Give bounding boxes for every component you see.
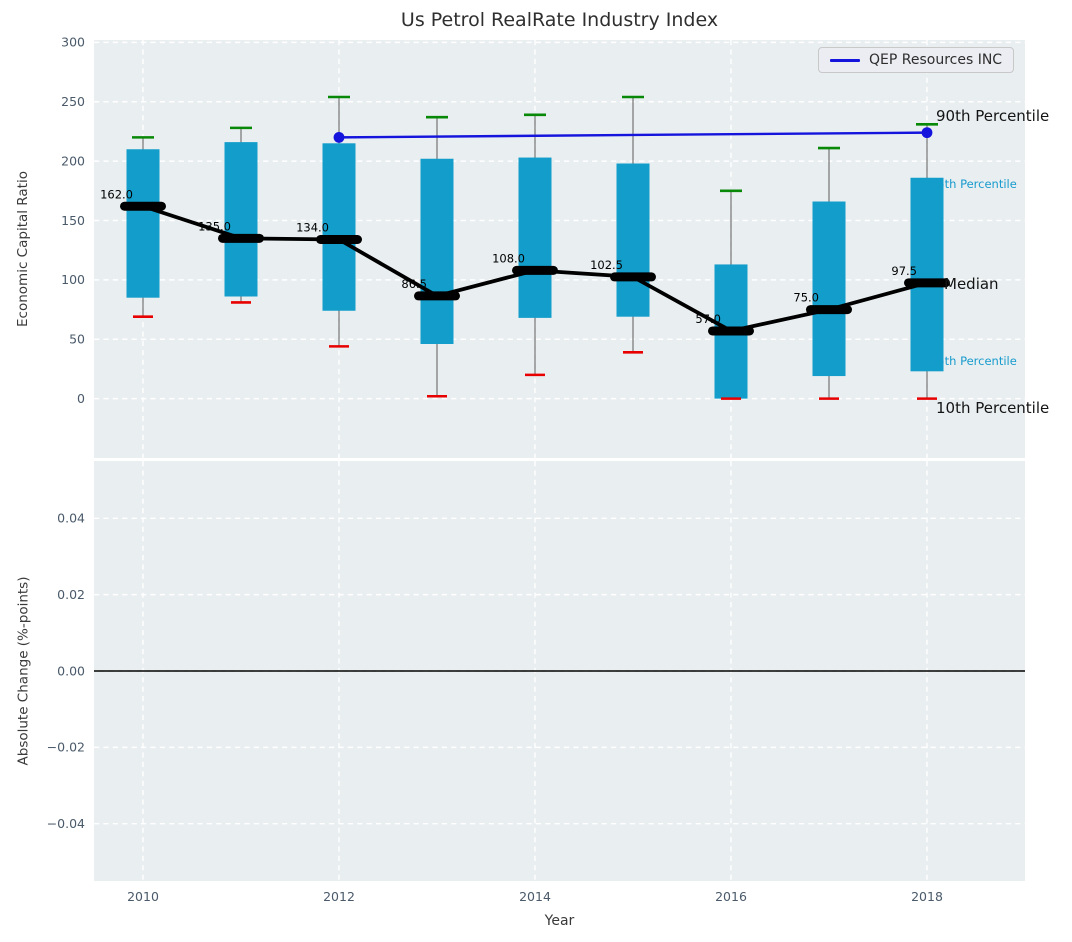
y-tick-label: 0.02 xyxy=(57,587,85,602)
y-tick-label: 0.04 xyxy=(57,511,85,526)
median-value-label: 134.0 xyxy=(296,221,329,235)
y-tick-label: −0.02 xyxy=(47,740,85,755)
percentile-box xyxy=(322,143,356,311)
median-value-label: 162.0 xyxy=(100,187,133,201)
percentile-box xyxy=(812,201,846,377)
annotation-90th-percentile: 90th Percentile xyxy=(936,107,1050,126)
median-value-label: 102.5 xyxy=(590,258,623,272)
x-tick-label: 2014 xyxy=(519,889,551,904)
median-marker xyxy=(904,278,950,288)
percentile-box xyxy=(224,142,258,297)
y-tick-label: 0 xyxy=(77,391,85,406)
median-marker xyxy=(218,233,264,243)
percentile-box xyxy=(616,163,650,317)
qep-series-line xyxy=(338,131,928,139)
y-tick-label: 0.00 xyxy=(57,663,85,678)
y-tick-label: 100 xyxy=(61,272,85,287)
top-y-axis-label: Economic Capital Ratio xyxy=(15,171,31,327)
legend-label: QEP Resources INC xyxy=(869,52,1003,68)
annotation-25th-percentile: 25th Percentile xyxy=(930,354,1017,369)
median-value-label: 97.5 xyxy=(891,264,917,278)
annotation-median: Median xyxy=(944,274,999,293)
median-value-label: 108.0 xyxy=(492,251,525,265)
y-tick-label: 50 xyxy=(69,332,85,347)
median-value-label: 86.5 xyxy=(401,277,427,291)
y-tick-label: 250 xyxy=(61,94,85,109)
chart-title: Us Petrol RealRate Industry Index xyxy=(400,9,719,31)
median-marker xyxy=(806,305,852,315)
percentile-box xyxy=(910,177,944,372)
median-value-label: 75.0 xyxy=(793,291,819,305)
qep-series-point xyxy=(333,131,345,143)
percentile-box xyxy=(518,157,552,318)
percentile-box xyxy=(420,158,454,344)
median-marker xyxy=(414,291,460,301)
y-tick-label: 200 xyxy=(61,153,85,168)
annotation-75th-percentile: 75th Percentile xyxy=(930,176,1017,191)
y-tick-label: −0.04 xyxy=(47,816,85,831)
median-marker xyxy=(708,326,754,336)
percentile-box xyxy=(126,149,160,298)
legend-line-swatch xyxy=(830,58,860,62)
y-tick-label: 150 xyxy=(61,213,85,228)
qep-series-point xyxy=(921,127,933,139)
legend: QEP Resources INC xyxy=(818,47,1015,73)
x-tick-label: 2018 xyxy=(911,889,943,904)
x-axis-label: Year xyxy=(544,913,575,929)
median-value-label: 135.0 xyxy=(198,219,231,233)
x-tick-label: 2010 xyxy=(127,889,159,904)
x-tick-label: 2016 xyxy=(715,889,747,904)
median-marker xyxy=(316,235,362,244)
median-marker xyxy=(512,265,558,275)
x-tick-label: 2012 xyxy=(323,889,355,904)
median-marker xyxy=(610,272,656,282)
bottom-y-axis-label: Absolute Change (%-points) xyxy=(15,576,31,766)
median-value-label: 57.0 xyxy=(695,312,721,326)
annotation-10th-percentile: 10th Percentile xyxy=(936,398,1050,417)
median-marker xyxy=(120,201,166,211)
y-tick-label: 300 xyxy=(61,35,85,50)
